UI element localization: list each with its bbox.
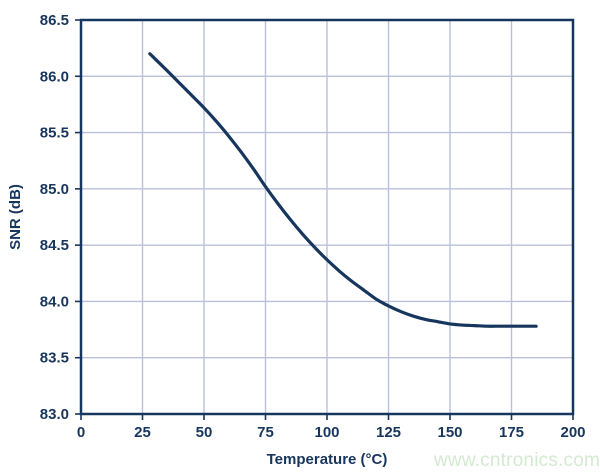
- plot-frame: [79, 18, 575, 416]
- x-tick-label: 175: [499, 424, 524, 441]
- vertical-gridlines: [141, 20, 513, 414]
- data-series-line: [148, 52, 538, 328]
- x-axis-tick-labels: 0 25 50 75 100 125 150 175 200: [77, 424, 586, 441]
- y-axis-tick-labels: 83.0 83.5 84.0 84.5 85.0 85.5 86.0 86.5: [40, 12, 69, 423]
- y-tick-label: 83.5: [40, 350, 69, 367]
- y-tick-label: 86.0: [40, 68, 69, 85]
- x-tick-label: 25: [134, 424, 151, 441]
- x-axis-title: Temperature (°C): [267, 451, 388, 468]
- x-tick-label: 75: [257, 424, 274, 441]
- y-tick-label: 85.5: [40, 125, 69, 142]
- y-tick-label: 84.0: [40, 293, 69, 310]
- y-tick-label: 84.5: [40, 237, 69, 254]
- horizontal-gridlines: [81, 75, 573, 359]
- y-axis-title: SNR (dB): [7, 184, 24, 250]
- y-tick-label: 86.5: [40, 12, 69, 29]
- x-tick-label: 125: [376, 424, 401, 441]
- x-tick-label: 0: [77, 424, 85, 441]
- x-tick-label: 50: [196, 424, 213, 441]
- x-tick-label: 200: [560, 424, 585, 441]
- y-tick-label: 83.0: [40, 406, 69, 423]
- x-tick-label: 100: [314, 424, 339, 441]
- watermark: www.cntronics.com: [433, 450, 600, 471]
- x-tick-label: 150: [437, 424, 462, 441]
- y-tick-label: 85.0: [40, 181, 69, 198]
